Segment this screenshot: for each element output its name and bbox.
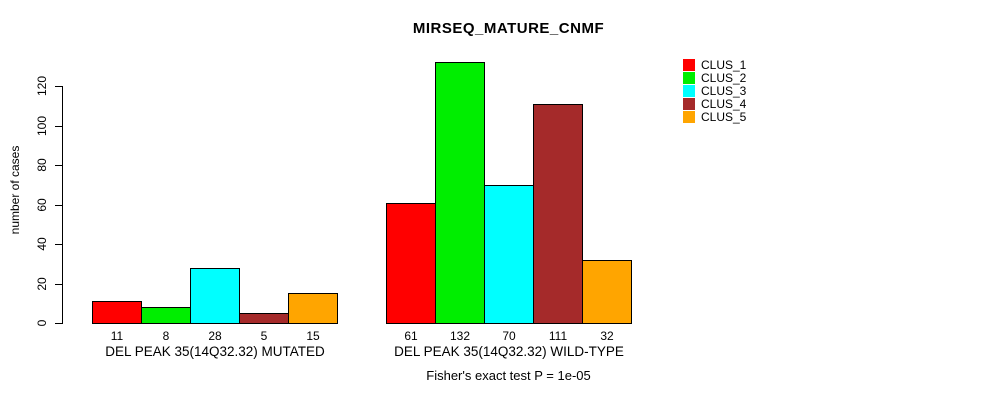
y-tick-label: 120 <box>35 75 49 97</box>
bar-value-label: 132 <box>449 329 471 343</box>
group-label: DEL PEAK 35(14Q32.32) MUTATED <box>105 344 325 359</box>
y-tick-label: 20 <box>35 276 49 291</box>
legend-label: CLUS_5 <box>701 109 747 124</box>
bar-value-label: 111 <box>548 329 568 343</box>
bar-clus_3 <box>190 268 240 324</box>
legend-item-clus_4: CLUS_4 <box>683 96 747 111</box>
bar-clus_1 <box>386 203 436 324</box>
y-tick-label: 40 <box>35 237 49 251</box>
y-axis-tick <box>55 125 62 127</box>
legend-label: CLUS_4 <box>701 96 747 111</box>
y-axis-tick <box>55 244 62 245</box>
y-tick-label: 60 <box>35 197 49 212</box>
bar-clus_3 <box>484 185 534 324</box>
legend-item-clus_2: CLUS_2 <box>683 70 747 85</box>
y-tick-label: 100 <box>35 115 49 136</box>
group-label: DEL PEAK 35(14Q32.32) WILD-TYPE <box>394 344 624 359</box>
legend-item-clus_1: CLUS_1 <box>683 57 747 72</box>
bar-value-label: 32 <box>600 329 614 343</box>
chart-annotation: Fisher's exact test P = 1e-05 <box>426 368 591 383</box>
bar-clus_1 <box>92 301 142 324</box>
y-axis-tick <box>55 323 62 324</box>
bar-clus_5 <box>582 260 632 324</box>
bar-value-label: 8 <box>162 329 170 343</box>
bar-clus_4 <box>239 313 289 324</box>
chart-title: MIRSEQ_MATURE_CNMF <box>412 20 605 37</box>
y-tick-label: 0 <box>35 319 49 327</box>
y-tick-label: 80 <box>35 158 49 172</box>
legend-swatch-icon <box>683 84 695 97</box>
legend-swatch-icon <box>683 97 695 110</box>
legend-swatch-icon <box>683 71 695 84</box>
bar-value-label: 11 <box>110 329 124 343</box>
bar-value-label: 70 <box>502 329 516 343</box>
bar-clus_4 <box>533 104 583 324</box>
y-axis-tick <box>55 86 62 87</box>
legend-swatch-icon <box>683 58 695 71</box>
bar-value-label: 5 <box>260 329 268 343</box>
bar-value-label: 15 <box>306 329 320 343</box>
legend-label: CLUS_2 <box>701 70 747 85</box>
legend-item-clus_3: CLUS_3 <box>683 83 747 98</box>
legend-swatch-icon <box>683 110 695 123</box>
bar-clus_2 <box>141 307 191 324</box>
legend-label: CLUS_1 <box>701 57 747 72</box>
legend-label: CLUS_3 <box>701 83 747 98</box>
legend-item-clus_5: CLUS_5 <box>683 109 747 124</box>
bar-clus_5 <box>288 293 338 324</box>
y-axis-line <box>62 86 63 324</box>
bar-clus_2 <box>435 62 485 324</box>
chart-legend: CLUS_1 CLUS_2 CLUS_3 CLUS_4 CLUS_5 <box>683 57 747 124</box>
y-axis-tick <box>55 165 62 166</box>
y-axis-tick <box>55 204 62 206</box>
bar-value-label: 28 <box>208 329 222 343</box>
bar-value-label: 61 <box>404 329 418 343</box>
y-axis-tick <box>55 283 62 285</box>
